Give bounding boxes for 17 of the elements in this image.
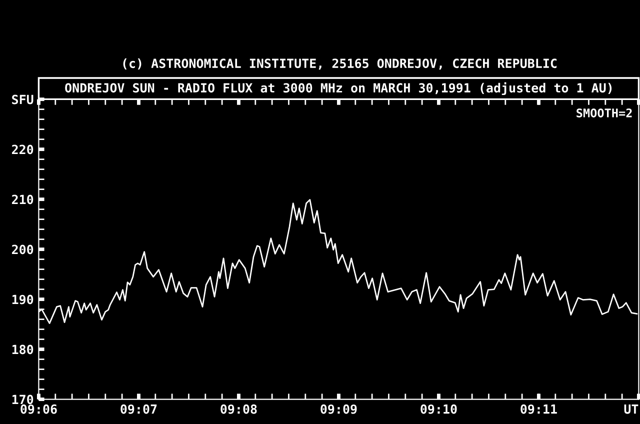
x-tick-label: 09:09 [320, 404, 357, 414]
y-tick-label: 220 [12, 144, 34, 154]
y-tick-label: 180 [12, 344, 34, 354]
x-tick-label: 09:11 [520, 404, 557, 414]
x-tick-label: 09:07 [120, 404, 157, 414]
x-tick-label: 09:10 [420, 404, 457, 414]
chart-title: (c) ASTRONOMICAL INSTITUTE, 25165 ONDREJOV, CZECH REPUBLIC [123, 58, 557, 70]
x-tick-label: 09:08 [220, 404, 257, 414]
x-tick-label: 09:06 [20, 404, 57, 414]
chart-subtitle: ONDREJOV SUN - RADIO FLUX at 3000 MHz on MARCH 30,1991 (adjusted to 1 AU) [65, 82, 612, 95]
y-tick-label: 170 [12, 394, 34, 404]
x-tick-label: UT [624, 404, 638, 414]
y-tick-label: 210 [12, 194, 34, 204]
annotation: SMOOTH=2 [576, 108, 632, 118]
y-tick-label: SFU [12, 94, 34, 104]
y-tick-label: 190 [12, 294, 34, 304]
y-tick-label: 200 [12, 244, 34, 254]
